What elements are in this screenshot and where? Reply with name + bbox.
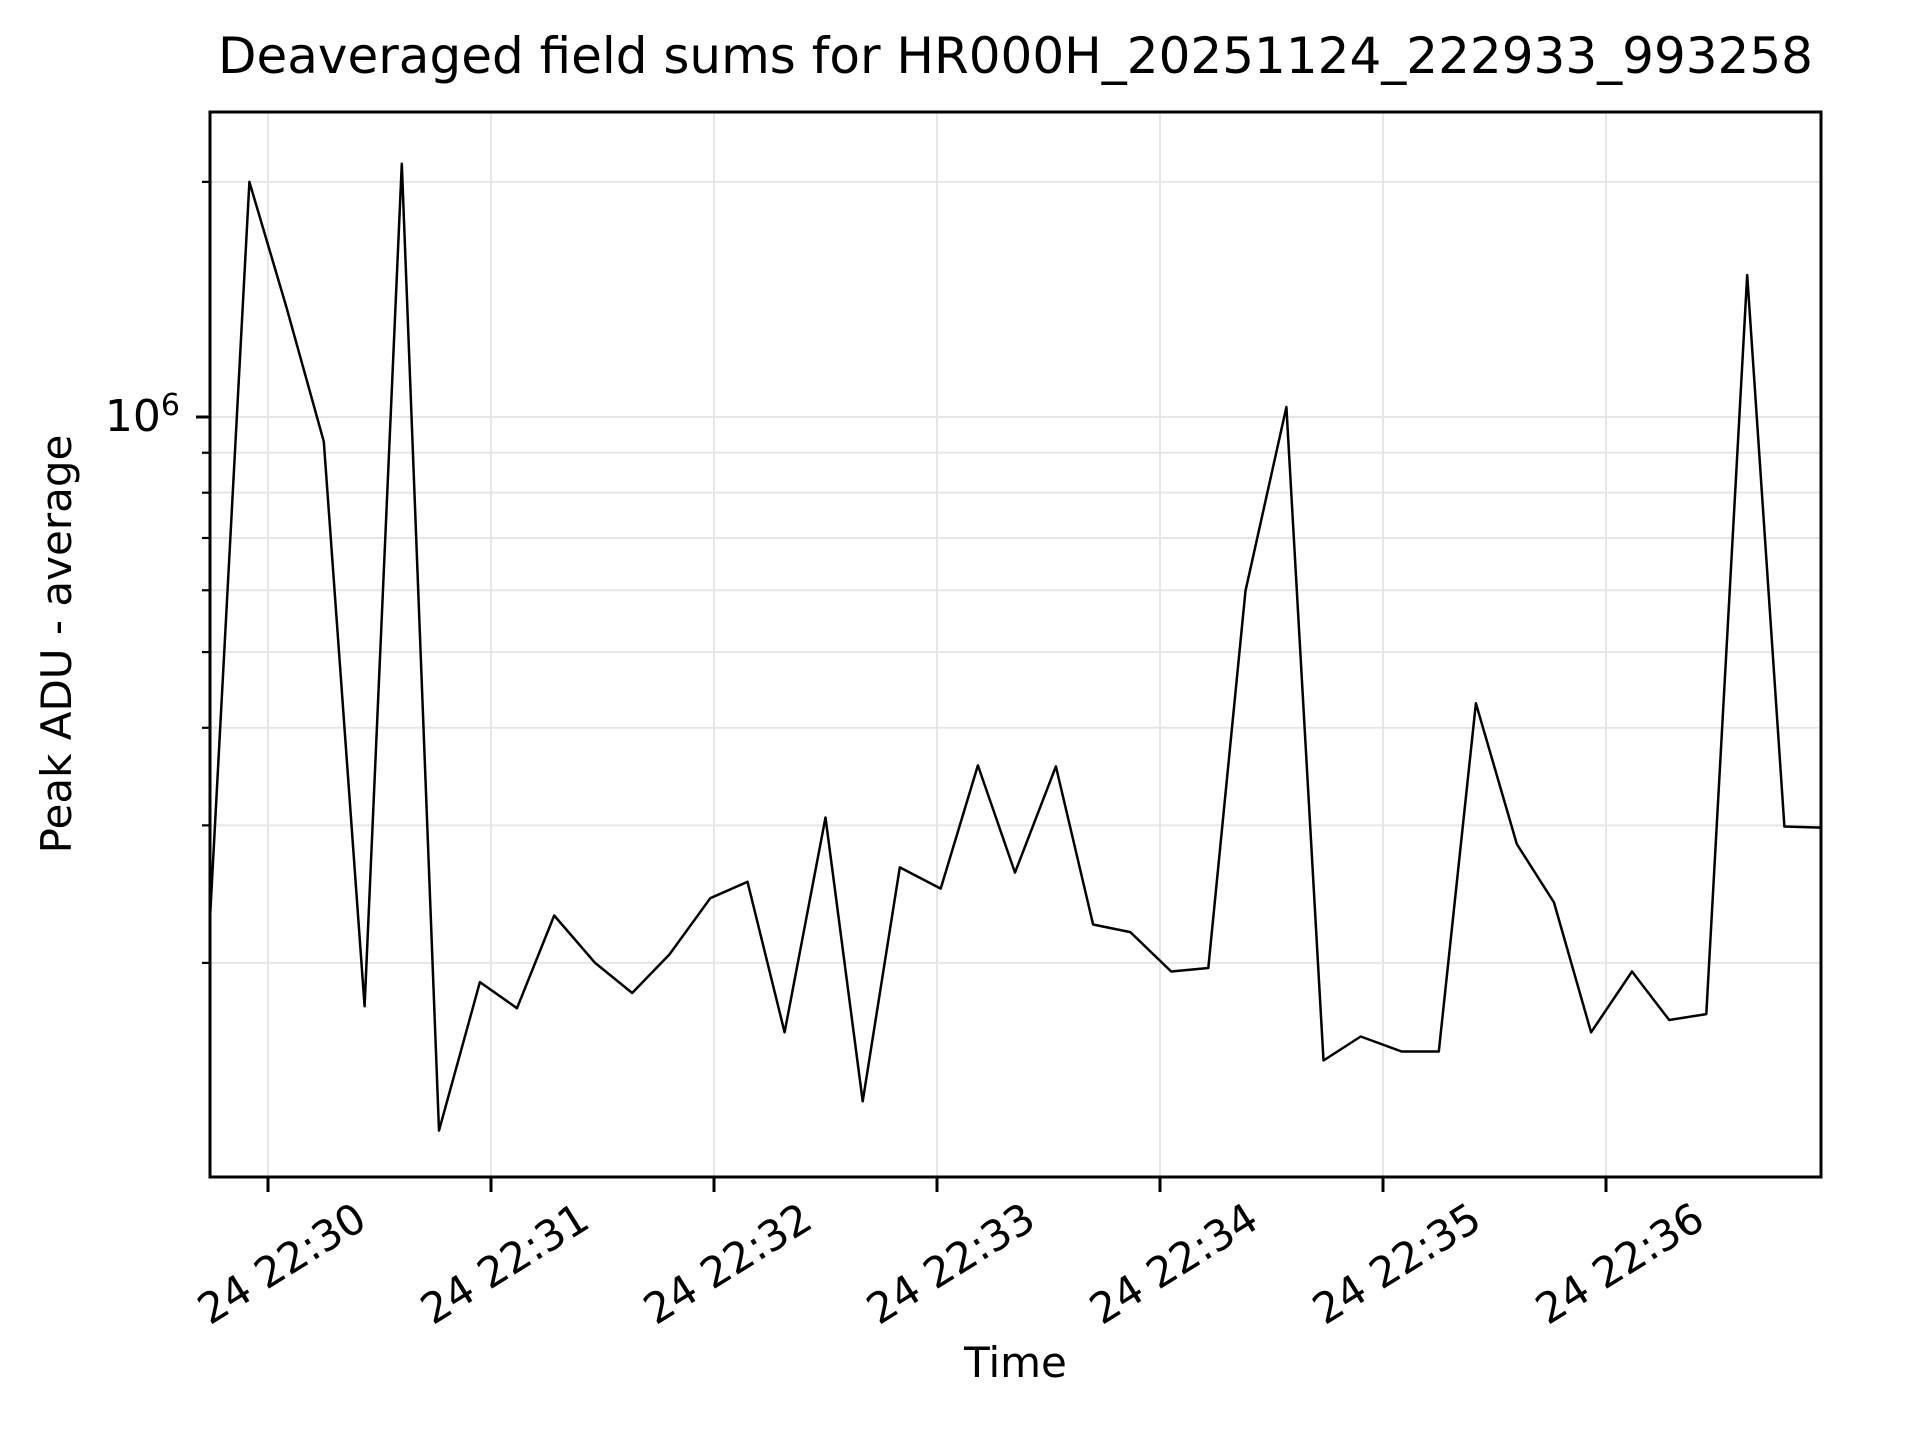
grid-lines (210, 112, 1821, 1177)
y-tick-base: 10 (104, 391, 161, 442)
y-tick-exponent: 6 (160, 388, 180, 423)
chart-title: Deaveraged field sums for HR000H_2025112… (218, 27, 1813, 85)
y-axis-label: Peak ADU - average (32, 434, 81, 854)
x-axis-label: Time (964, 1338, 1067, 1387)
y-tick-label: 106 (0, 388, 180, 448)
plot-border (208, 110, 1823, 1179)
data-line (210, 162, 1821, 1132)
